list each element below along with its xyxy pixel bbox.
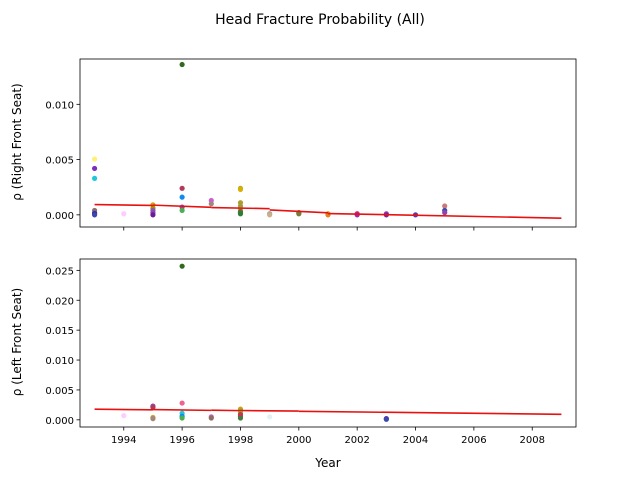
trend-line-segment xyxy=(211,206,270,210)
panel-right-front-seat: ρ (Right Front Seat) 0.000 0.005 0.010 xyxy=(10,58,577,231)
x-tick-label-2006: 2006 xyxy=(461,435,486,446)
data-point xyxy=(150,404,156,410)
x-tick-label-2004: 2004 xyxy=(403,435,428,446)
x-axis-label: Year xyxy=(314,456,340,470)
trend-line-segment xyxy=(94,408,153,411)
x-tick-label-1998: 1998 xyxy=(228,435,253,446)
data-point xyxy=(179,207,185,214)
data-point xyxy=(237,415,244,421)
data-point xyxy=(121,413,127,419)
trend-line-segment xyxy=(240,409,299,412)
trend-line-segment xyxy=(269,209,329,214)
y-tick-label-0-015: 0.015 xyxy=(45,326,74,337)
data-point xyxy=(150,416,156,422)
data-point xyxy=(442,210,448,216)
data-point xyxy=(179,263,185,269)
chart-suptitle: Head Fracture Probability (All) xyxy=(215,12,425,28)
y-tick-label-0-005: 0.005 xyxy=(45,156,74,167)
data-point xyxy=(267,414,273,420)
data-point xyxy=(208,201,214,207)
x-tick-label-2008: 2008 xyxy=(520,435,545,446)
data-point xyxy=(179,415,185,421)
panel-left-front-seat: ρ (Left Front Seat) 0.000 0.005 0.010 0.015… xyxy=(10,258,577,446)
data-point xyxy=(208,415,214,421)
data-point xyxy=(383,416,389,422)
trend-line-segment xyxy=(152,408,212,412)
axes-frame xyxy=(79,58,577,228)
trend-line-segment xyxy=(152,204,212,209)
trend-line-segment xyxy=(298,410,562,416)
data-point xyxy=(150,212,156,218)
data-point xyxy=(179,194,185,200)
axes-frame xyxy=(79,258,577,428)
data-point xyxy=(237,211,244,217)
y-axis-label-right-front-seat: ρ (Right Front Seat) xyxy=(10,83,24,200)
data-point xyxy=(91,175,98,181)
data-point xyxy=(237,186,244,193)
data-point xyxy=(442,203,448,209)
data-point xyxy=(91,165,98,172)
y-tick-label-0-020: 0.020 xyxy=(45,296,74,307)
x-tick-label-2002: 2002 xyxy=(344,435,369,446)
y-tick-label-0-010: 0.010 xyxy=(45,100,74,111)
y-tick-label-0-025: 0.025 xyxy=(45,266,74,277)
y-tick-label-0-010: 0.010 xyxy=(45,356,74,367)
y-axis-label-left-front-seat: ρ (Left Front Seat) xyxy=(10,288,24,396)
x-tick-label-1996: 1996 xyxy=(169,435,194,446)
data-point xyxy=(179,185,185,191)
trend-line-segment xyxy=(327,212,562,219)
data-point xyxy=(91,212,98,218)
x-tick-label-1994: 1994 xyxy=(111,435,136,446)
y-tick-label-0-000: 0.000 xyxy=(45,211,74,222)
data-point xyxy=(179,61,185,68)
data-point xyxy=(121,211,127,217)
y-tick-label-0-005: 0.005 xyxy=(45,386,74,397)
x-tick-label-2000: 2000 xyxy=(286,435,311,446)
data-point xyxy=(296,211,302,217)
data-point xyxy=(267,212,273,218)
y-tick-label-0-000: 0.000 xyxy=(45,416,74,427)
data-point xyxy=(179,400,185,406)
trend-line-segment xyxy=(94,203,153,207)
data-point xyxy=(91,156,98,162)
